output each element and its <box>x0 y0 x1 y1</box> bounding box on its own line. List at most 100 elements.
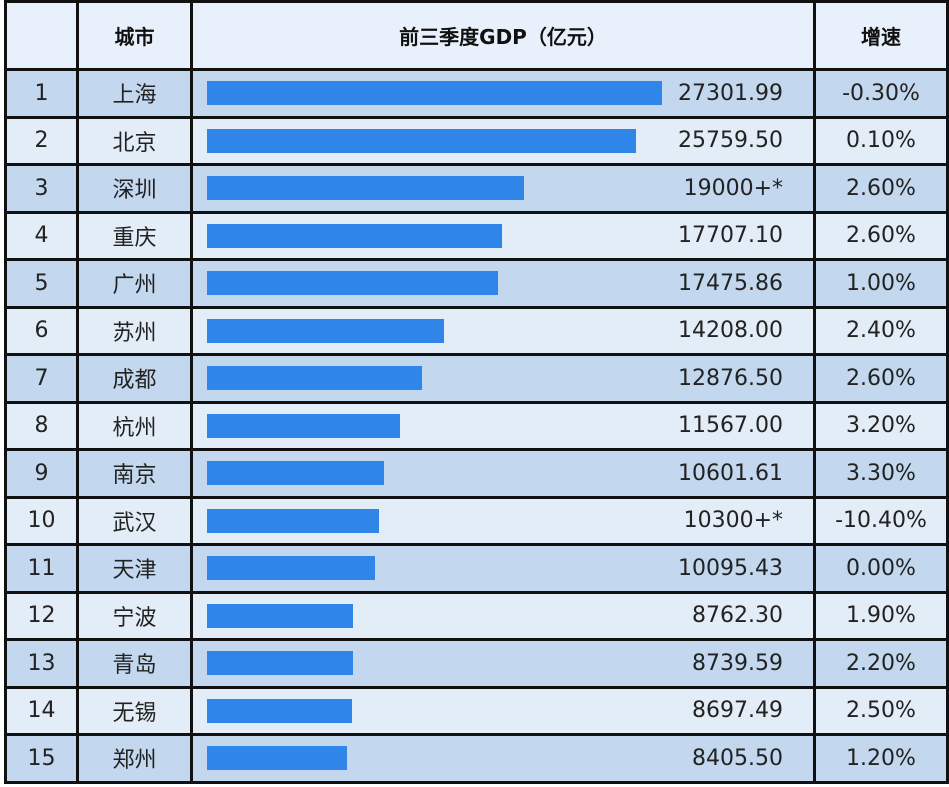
header-city: 城市 <box>76 0 193 71</box>
gdp-value-label: 11567.00 <box>678 413 783 439</box>
growth-cell: 2.60% <box>813 210 949 261</box>
gdp-value-label: 17707.10 <box>678 223 783 249</box>
table-header-row: 城市 前三季度GDP（亿元） 增速 <box>4 0 949 71</box>
gdp-bar <box>207 223 503 248</box>
table-row: 2 北京 25759.50 0.10% <box>4 115 949 166</box>
gdp-value-label: 8405.50 <box>692 745 783 771</box>
gdp-bar <box>207 651 353 675</box>
table-row: 12 宁波 8762.30 1.90% <box>4 590 949 641</box>
gdp-cell: 17475.86 <box>190 258 816 309</box>
city-cell: 无锡 <box>76 685 193 736</box>
growth-cell: 0.00% <box>813 543 949 594</box>
gdp-cell: 10300+* <box>190 495 816 546</box>
gdp-value-label: 17475.86 <box>678 270 783 296</box>
city-cell: 武汉 <box>76 495 193 546</box>
gdp-cell: 27301.99 <box>190 68 816 119</box>
gdp-bar <box>207 698 352 723</box>
gdp-value-label: 25759.50 <box>678 128 783 154</box>
gdp-value-label: 10095.43 <box>678 555 783 581</box>
gdp-cell: 19000+* <box>190 163 816 214</box>
growth-cell: 1.20% <box>813 733 949 784</box>
gdp-bar <box>207 556 376 580</box>
city-cell: 深圳 <box>76 163 193 214</box>
gdp-cell: 8697.49 <box>190 685 816 736</box>
rank-cell: 2 <box>4 115 79 166</box>
rank-cell: 3 <box>4 163 79 214</box>
city-cell: 北京 <box>76 115 193 166</box>
gdp-bar <box>207 81 662 105</box>
table-row: 4 重庆 17707.10 2.60% <box>4 210 949 261</box>
table-row: 9 南京 10601.61 3.30% <box>4 448 949 499</box>
rank-cell: 15 <box>4 733 79 784</box>
rank-cell: 14 <box>4 685 79 736</box>
growth-cell: 1.00% <box>813 258 949 309</box>
table-row: 13 青岛 8739.59 2.20% <box>4 638 949 689</box>
table-row: 5 广州 17475.86 1.00% <box>4 258 949 309</box>
gdp-bar <box>207 413 400 438</box>
rank-cell: 1 <box>4 68 79 119</box>
city-cell: 成都 <box>76 353 193 404</box>
table-row: 6 苏州 14208.00 2.40% <box>4 305 949 356</box>
gdp-cell: 10095.43 <box>190 543 816 594</box>
growth-cell: -0.30% <box>813 68 949 119</box>
city-cell: 苏州 <box>76 305 193 356</box>
growth-cell: 0.10% <box>813 115 949 166</box>
gdp-value-label: 8697.49 <box>692 698 783 724</box>
gdp-bar <box>207 461 384 485</box>
city-cell: 郑州 <box>76 733 193 784</box>
growth-cell: 3.20% <box>813 400 949 451</box>
gdp-bar <box>207 176 524 200</box>
header-rank <box>4 0 79 71</box>
rank-cell: 9 <box>4 448 79 499</box>
gdp-cell: 8405.50 <box>190 733 816 784</box>
gdp-bar <box>207 508 379 533</box>
table-row: 8 杭州 11567.00 3.20% <box>4 400 949 451</box>
gdp-value-label: 27301.99 <box>678 80 783 106</box>
gdp-cell: 17707.10 <box>190 210 816 261</box>
gdp-value-label: 8739.59 <box>692 650 783 676</box>
gdp-cell: 12876.50 <box>190 353 816 404</box>
gdp-bar <box>207 746 348 770</box>
rank-cell: 6 <box>4 305 79 356</box>
gdp-value-label: 19000+* <box>683 175 783 201</box>
gdp-cell: 14208.00 <box>190 305 816 356</box>
gdp-cell: 11567.00 <box>190 400 816 451</box>
table-row: 1 上海 27301.99 -0.30% <box>4 68 949 119</box>
growth-cell: 2.60% <box>813 163 949 214</box>
growth-cell: 1.90% <box>813 590 949 641</box>
growth-cell: -10.40% <box>813 495 949 546</box>
rank-cell: 10 <box>4 495 79 546</box>
gdp-cell: 10601.61 <box>190 448 816 499</box>
city-cell: 重庆 <box>76 210 193 261</box>
city-cell: 青岛 <box>76 638 193 689</box>
city-cell: 杭州 <box>76 400 193 451</box>
growth-cell: 2.40% <box>813 305 949 356</box>
gdp-value-label: 10601.61 <box>678 460 783 486</box>
header-gdp: 前三季度GDP（亿元） <box>190 0 816 71</box>
rank-cell: 12 <box>4 590 79 641</box>
rank-cell: 4 <box>4 210 79 261</box>
gdp-ranking-table: 城市 前三季度GDP（亿元） 增速 1 上海 27301.99 -0.30% 2 北京 25… <box>4 0 949 784</box>
table-row: 10 武汉 10300+* -10.40% <box>4 495 949 546</box>
gdp-bar <box>207 128 637 153</box>
gdp-value-label: 8762.30 <box>692 603 783 629</box>
table-row: 7 成都 12876.50 2.60% <box>4 353 949 404</box>
gdp-value-label: 14208.00 <box>678 318 783 344</box>
growth-cell: 2.50% <box>813 685 949 736</box>
table-body: 1 上海 27301.99 -0.30% 2 北京 25759.50 0.10% 3 深圳 1900… <box>4 68 949 784</box>
city-cell: 南京 <box>76 448 193 499</box>
city-cell: 天津 <box>76 543 193 594</box>
gdp-cell: 8739.59 <box>190 638 816 689</box>
gdp-cell: 8762.30 <box>190 590 816 641</box>
table-row: 15 郑州 8405.50 1.20% <box>4 733 949 784</box>
rank-cell: 8 <box>4 400 79 451</box>
gdp-bar <box>207 603 354 628</box>
gdp-bar <box>207 271 499 295</box>
rank-cell: 13 <box>4 638 79 689</box>
table-row: 3 深圳 19000+* 2.60% <box>4 163 949 214</box>
table-row: 11 天津 10095.43 0.00% <box>4 543 949 594</box>
gdp-bar <box>207 318 444 343</box>
gdp-value-label: 10300+* <box>683 508 783 534</box>
rank-cell: 5 <box>4 258 79 309</box>
